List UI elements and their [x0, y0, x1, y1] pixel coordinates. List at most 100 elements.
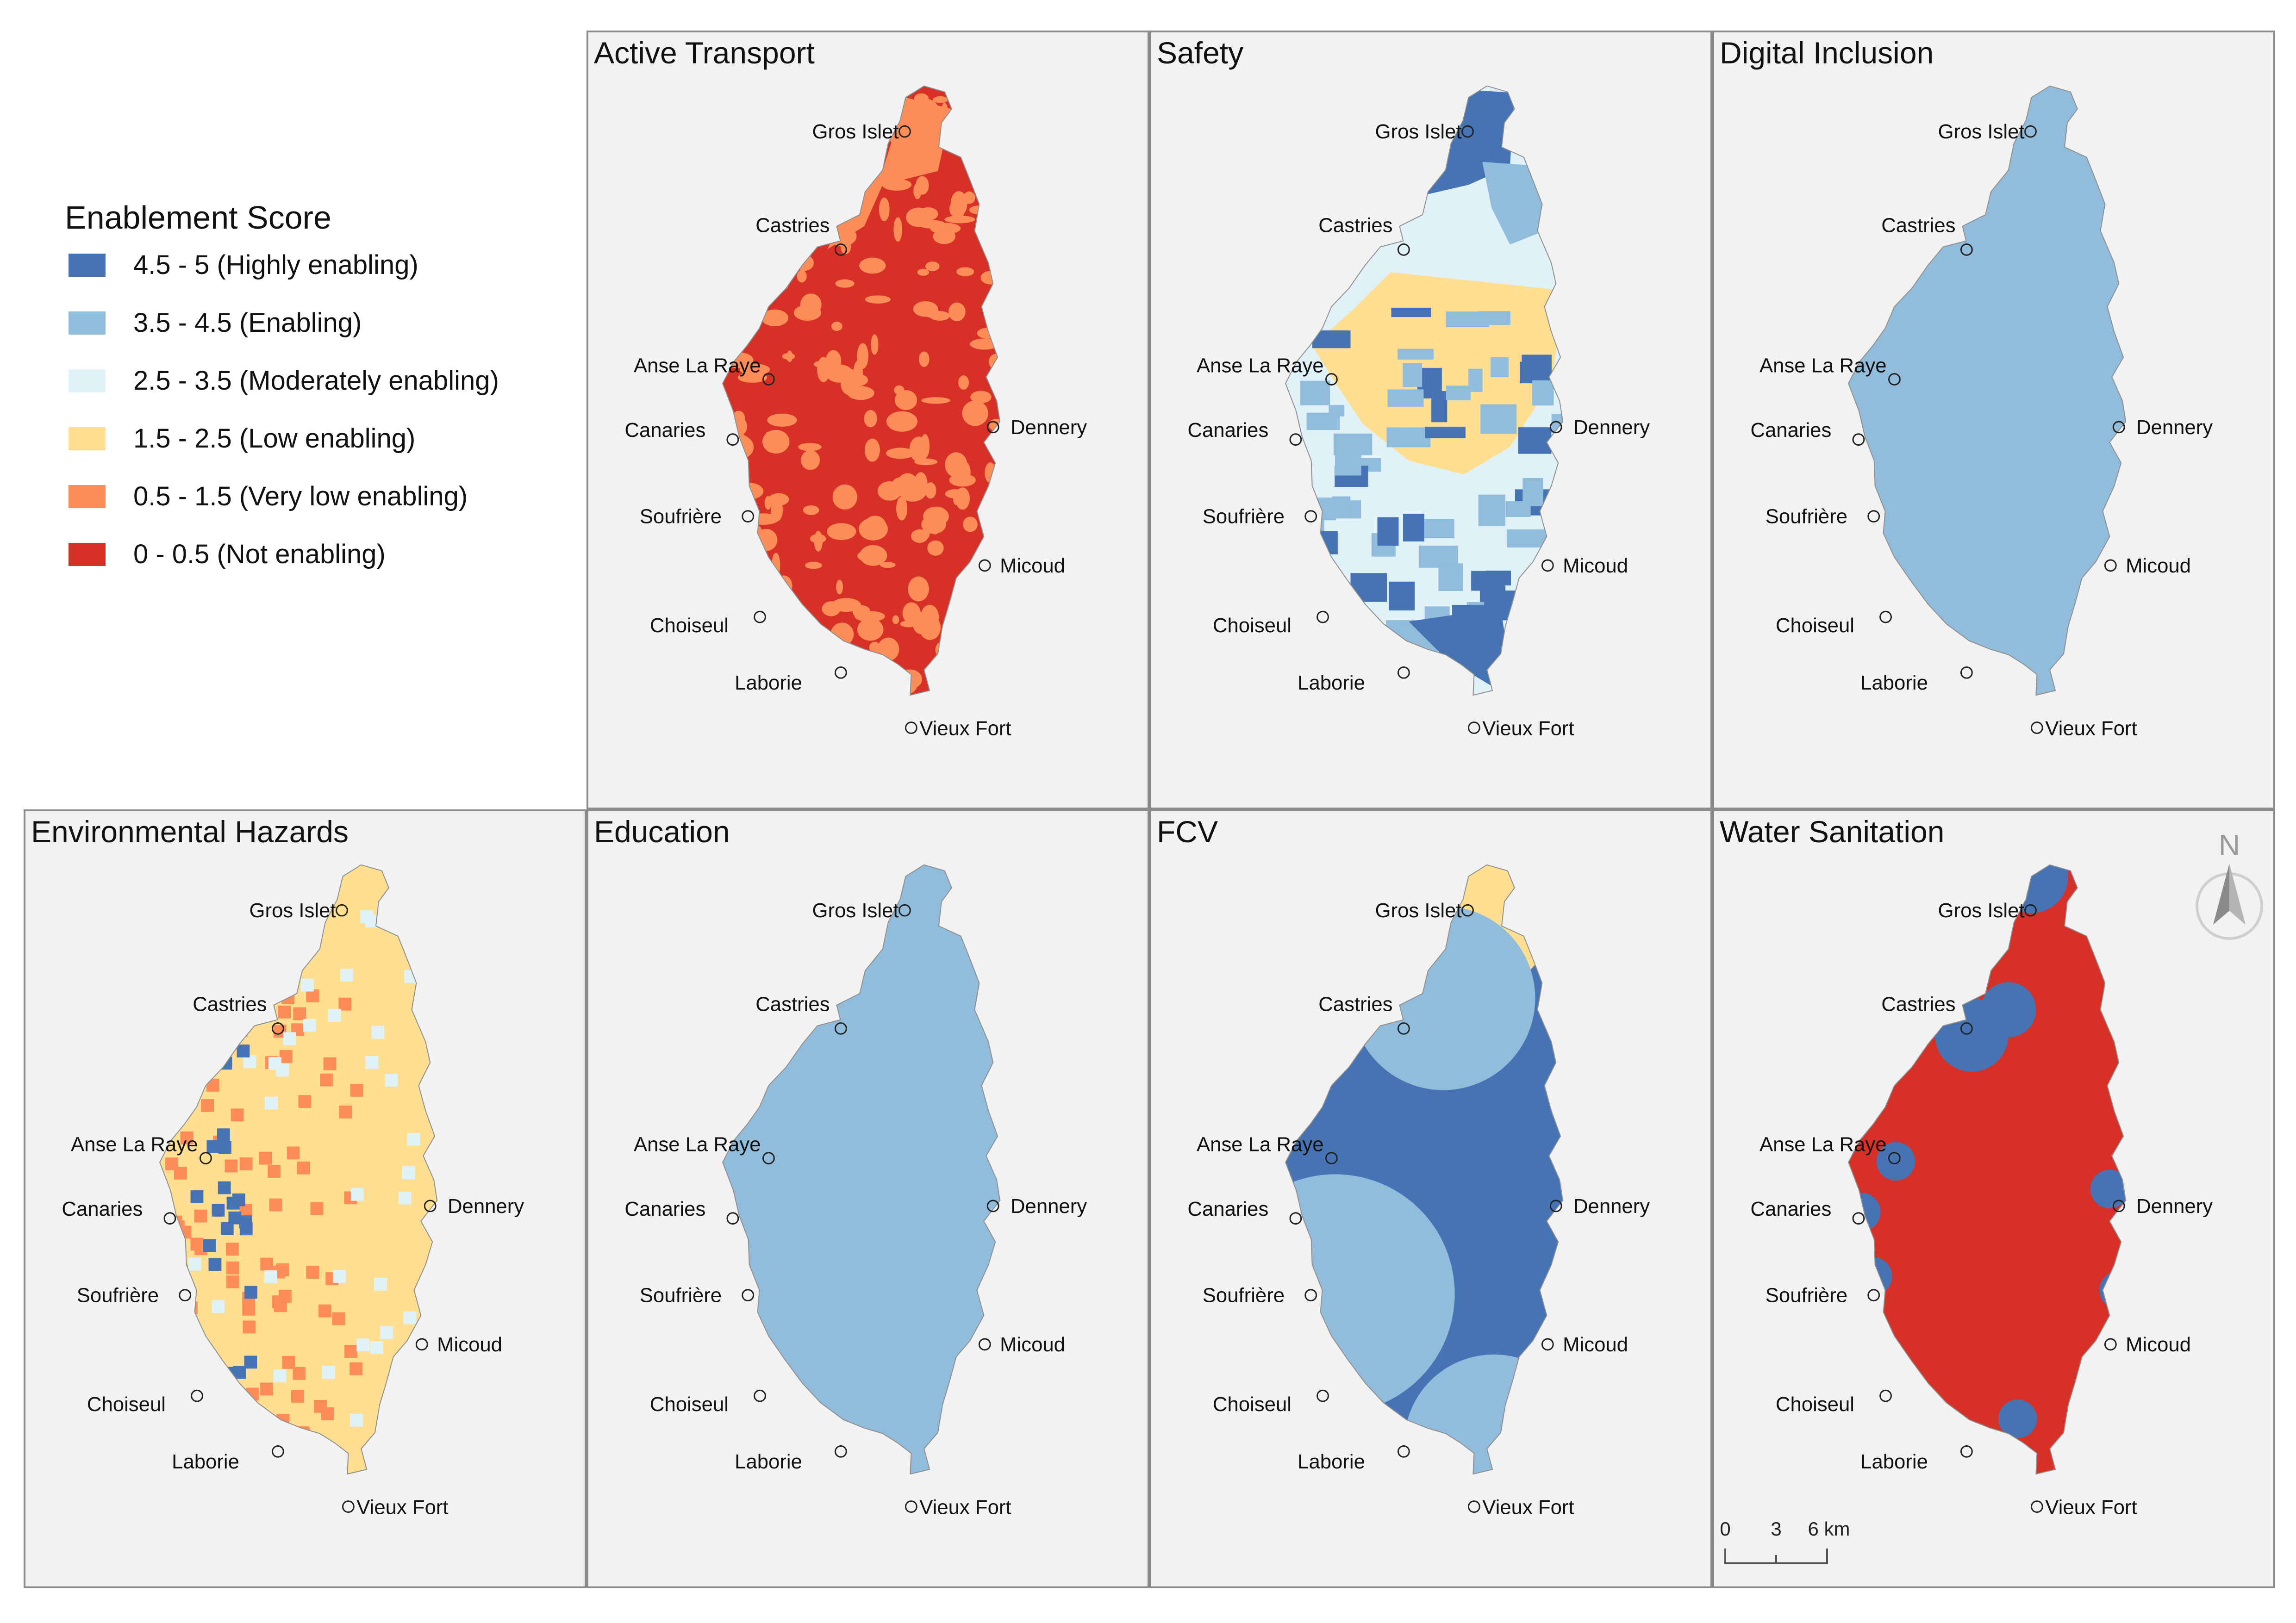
- very-low-patch: [805, 629, 830, 643]
- very-low-patch: [846, 368, 855, 377]
- very-low-patch: [945, 452, 967, 478]
- town-marker: [1852, 433, 1865, 446]
- score-cell: [1522, 354, 1552, 382]
- score-cell: [269, 1198, 282, 1212]
- score-cell: [1438, 563, 1463, 591]
- town-marker: [1325, 1152, 1338, 1164]
- very-low-patch: [913, 301, 938, 317]
- very-low-patch: [871, 334, 879, 355]
- town-label: Choiseul: [1213, 614, 1292, 637]
- town-label: Gros Islet: [812, 899, 899, 922]
- town-label: Dennery: [1011, 1195, 1087, 1218]
- town-marker: [978, 1338, 991, 1351]
- very-low-patch: [739, 364, 770, 375]
- score-cell: [165, 1424, 178, 1438]
- legend-swatch: [69, 311, 106, 335]
- score-cell: [380, 1326, 393, 1339]
- score-cell: [287, 1146, 300, 1160]
- very-low-patch: [921, 397, 951, 404]
- score-cell: [188, 1413, 201, 1426]
- score-cell: [226, 1243, 239, 1256]
- very-low-patch: [914, 458, 937, 466]
- town-label: Canaries: [1750, 1198, 1831, 1220]
- very-low-patch: [723, 588, 740, 608]
- score-cell: [1478, 494, 1505, 526]
- very-low-patch: [949, 200, 966, 218]
- score-cell: [1332, 496, 1351, 518]
- score-cell: [275, 1423, 288, 1436]
- town-label: Vieux Fort: [919, 717, 1011, 740]
- score-cell: [1388, 581, 1415, 611]
- town-marker: [179, 1289, 192, 1302]
- score-cell: [339, 1105, 352, 1119]
- island-outline: [1847, 864, 2127, 1475]
- very-low-patch: [734, 299, 747, 321]
- score-cell: [403, 1311, 417, 1325]
- very-low-patch: [958, 375, 969, 390]
- very-low-patch: [813, 360, 834, 368]
- score-cell: [407, 1132, 420, 1146]
- score-cell: [360, 910, 374, 923]
- score-cell: [300, 978, 314, 992]
- very-low-patch: [895, 390, 917, 410]
- town-label: Anse La Raye: [634, 1133, 761, 1156]
- score-cell: [226, 1196, 240, 1210]
- score-cell: [208, 1258, 222, 1271]
- very-low-patch: [785, 634, 805, 642]
- very-low-patch: [832, 195, 853, 209]
- town-marker: [742, 1289, 755, 1302]
- town-label: Dennery: [1011, 416, 1087, 439]
- town-marker: [905, 1500, 917, 1513]
- town-label: Micoud: [2126, 554, 2191, 577]
- score-cell: [365, 1056, 379, 1069]
- score-cell: [322, 1366, 335, 1379]
- town-label: Vieux Fort: [1482, 717, 1574, 740]
- town-label: Micoud: [1563, 1333, 1628, 1356]
- scale-label-0: 0: [1720, 1518, 1730, 1540]
- island-outline: [159, 864, 438, 1475]
- island-map: Gros Islet Castries Anse La Raye Dennery Can…: [624, 85, 1087, 740]
- very-low-patch: [968, 592, 984, 598]
- score-cell: [1532, 380, 1554, 406]
- town-marker: [834, 1445, 847, 1458]
- score-cell: [239, 1222, 253, 1236]
- score-cell: [282, 1356, 295, 1369]
- score-cell: [1527, 588, 1542, 620]
- very-low-patch: [927, 540, 944, 556]
- town-marker: [1879, 1389, 1892, 1402]
- town-label: Castries: [1881, 993, 1955, 1016]
- town-label: Vieux Fort: [2045, 717, 2137, 740]
- island-outline: [1285, 864, 1564, 1475]
- very-low-patch: [970, 391, 992, 404]
- very-low-patch: [729, 613, 740, 635]
- town-marker: [1960, 1022, 1973, 1035]
- very-low-patch: [917, 268, 930, 276]
- very-low-patch: [886, 448, 915, 459]
- very-low-patch: [987, 675, 998, 691]
- very-low-patch: [832, 484, 857, 510]
- very-low-patch: [853, 360, 863, 384]
- score-cell: [226, 1261, 239, 1275]
- score-cell: [1480, 404, 1517, 434]
- very-low-patch: [805, 561, 823, 569]
- town-marker: [1467, 1500, 1480, 1513]
- very-low-patch: [945, 489, 966, 499]
- very-low-patch: [727, 610, 755, 632]
- score-cell: [1312, 330, 1351, 348]
- very-low-patch: [730, 132, 744, 156]
- score-cell: [1315, 531, 1338, 554]
- score-cell: [264, 1270, 277, 1283]
- town-label: Gros Islet: [250, 899, 336, 922]
- town-label: Castries: [755, 993, 830, 1016]
- town-label: Soufrière: [1203, 505, 1285, 528]
- panel-title: Education: [594, 815, 730, 849]
- very-low-patch: [727, 334, 736, 351]
- score-cell: [1525, 599, 1563, 623]
- very-low-patch: [897, 669, 923, 689]
- score-cell: [206, 1140, 220, 1153]
- very-low-patch: [735, 586, 746, 598]
- town-label: Dennery: [1573, 1195, 1650, 1218]
- very-low-patch: [870, 659, 881, 684]
- very-low-patch: [880, 562, 896, 568]
- town-label: Gros Islet: [812, 120, 899, 143]
